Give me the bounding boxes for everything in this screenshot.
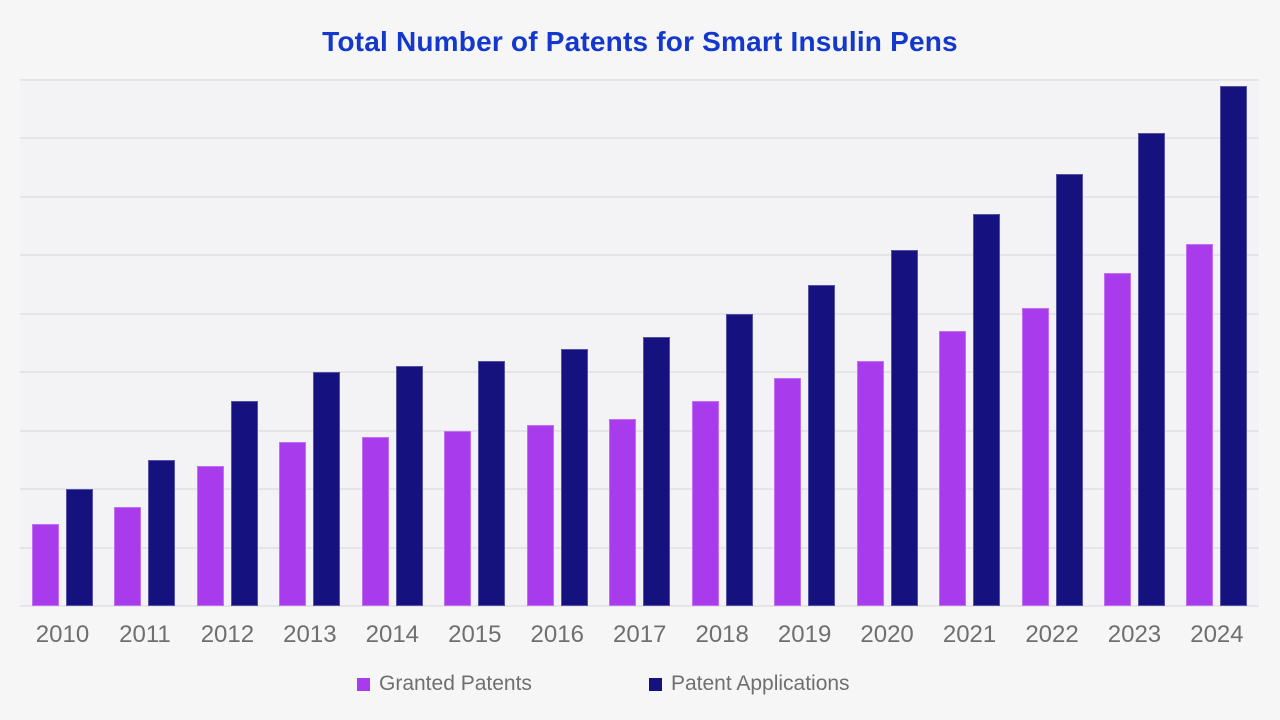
bar-granted-2021 (939, 331, 967, 606)
patent-applications-swatch-icon (648, 677, 662, 691)
bar-granted-2023 (1103, 272, 1131, 606)
bar-granted-2020 (856, 360, 884, 606)
bar-applications-2012 (230, 401, 258, 606)
legend-item-granted-patents: Granted Patents (357, 672, 532, 696)
bar-granted-2014 (361, 436, 389, 606)
bar-granted-2015 (444, 430, 472, 606)
bar-applications-2023 (1137, 132, 1165, 606)
x-axis-label-2022: 2022 (1025, 621, 1079, 648)
bar-granted-2024 (1186, 243, 1214, 606)
gridline-0 (20, 605, 1259, 607)
bar-granted-2022 (1021, 307, 1049, 606)
x-axis-label-2014: 2014 (365, 621, 420, 648)
legend: Granted Patents Patent Applications (357, 672, 850, 696)
bar-applications-2011 (148, 459, 176, 606)
x-axis-label-2016: 2016 (530, 621, 584, 648)
gridline-60 (20, 254, 1259, 257)
chart-title: Total Number of Patents for Smart Insuli… (322, 26, 958, 57)
granted-patents-swatch-icon (357, 677, 370, 691)
bar-applications-2024 (1220, 85, 1248, 606)
bar-applications-2022 (1055, 173, 1083, 606)
bar-applications-2010 (66, 489, 93, 606)
bar-applications-2015 (478, 360, 506, 606)
x-axis-label-2019: 2019 (777, 621, 832, 648)
x-axis-label-2012: 2012 (200, 621, 255, 648)
gridline-90 (20, 79, 1259, 81)
x-axis-label-2013: 2013 (283, 621, 337, 648)
bar-applications-2018 (725, 313, 753, 606)
gridline-20 (20, 488, 1259, 491)
bar-applications-2014 (395, 366, 423, 606)
gridline-30 (20, 429, 1259, 432)
bar-granted-2016 (526, 424, 554, 606)
x-axis-label-2021: 2021 (942, 621, 997, 648)
bar-granted-2013 (279, 442, 307, 606)
x-axis-label-2015: 2015 (448, 621, 502, 648)
plot-area (20, 79, 1259, 607)
x-axis-label-2024: 2024 (1190, 621, 1244, 648)
bar-granted-2019 (774, 378, 802, 606)
gridline-10 (20, 546, 1259, 549)
gridline-40 (20, 371, 1259, 374)
x-axis-label-2023: 2023 (1107, 621, 1162, 648)
gridline-50 (20, 312, 1259, 315)
bar-granted-2011 (114, 506, 142, 606)
bar-applications-2020 (890, 249, 918, 606)
bar-granted-2017 (609, 419, 637, 606)
bar-granted-2010 (32, 524, 59, 606)
bar-applications-2016 (560, 348, 588, 606)
x-axis-label-2017: 2017 (613, 621, 667, 648)
legend-label-patent-applications: Patent Applications (670, 672, 850, 695)
bar-granted-2012 (196, 465, 224, 606)
legend-item-patent-applications: Patent Applications (648, 672, 850, 696)
bar-applications-2021 (973, 214, 1001, 606)
legend-label-granted-patents: Granted Patents (379, 672, 532, 695)
x-axis-label-2018: 2018 (695, 621, 749, 648)
bar-applications-2013 (313, 372, 341, 606)
x-axis-label-2020: 2020 (860, 621, 914, 648)
bar-granted-2018 (691, 401, 719, 606)
bar-applications-2017 (643, 337, 671, 606)
bar-applications-2019 (808, 284, 836, 606)
x-axis-label-2011: 2011 (119, 621, 171, 648)
x-axis-label-2010: 2010 (35, 621, 90, 648)
gridline-70 (20, 195, 1259, 198)
gridline-80 (20, 137, 1259, 140)
